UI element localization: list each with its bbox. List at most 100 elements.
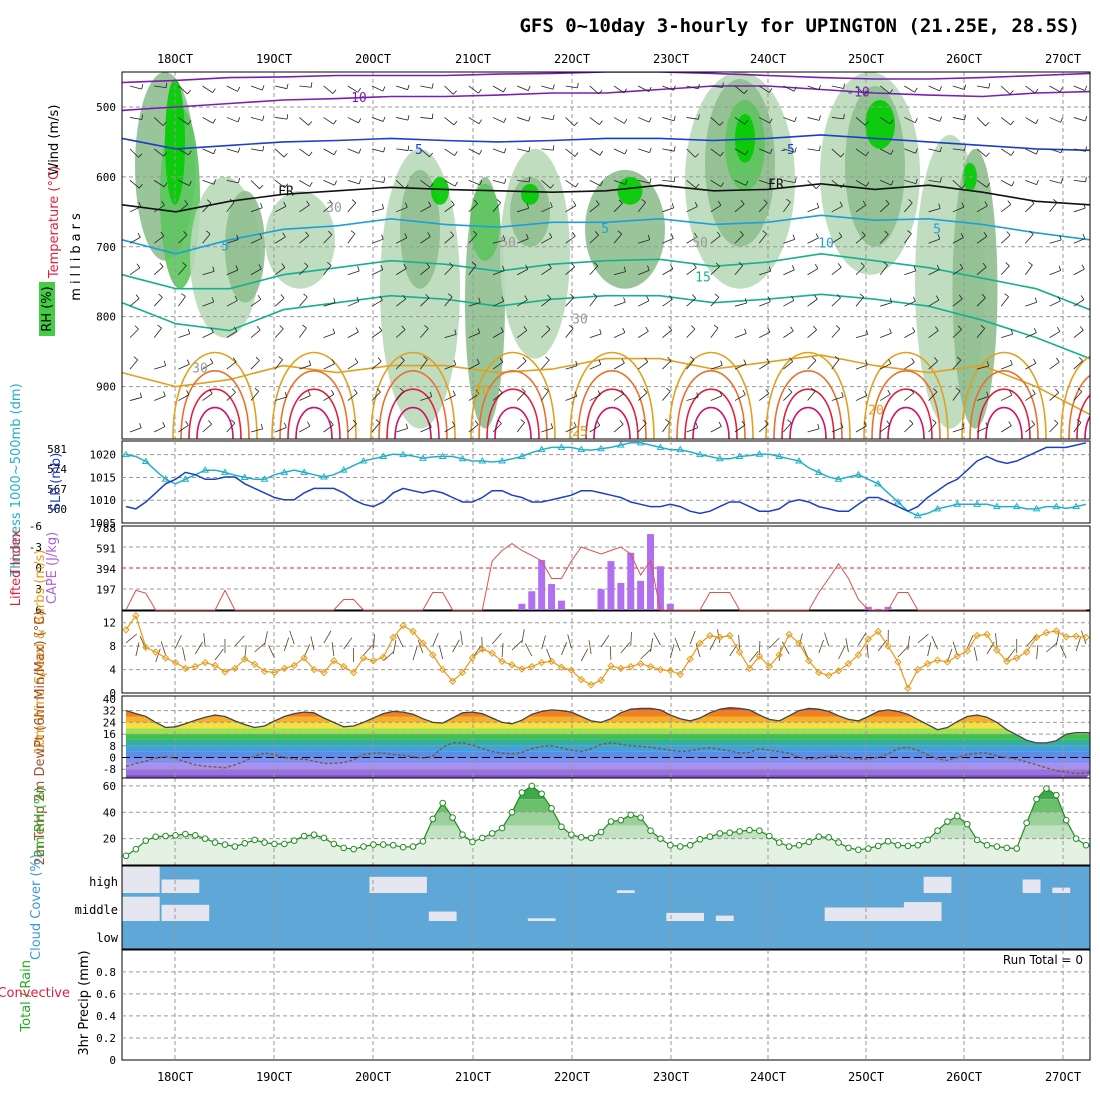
precip-tick: 0.2: [96, 1032, 116, 1045]
rh-point: [795, 841, 803, 849]
wind-barb: [759, 179, 771, 185]
wind-barb: [347, 233, 356, 244]
wind-barb: [976, 117, 986, 127]
rh-point: [746, 826, 753, 834]
temp-band: [126, 763, 1090, 770]
wind-barb-flag: [431, 113, 434, 119]
rh-point: [1033, 795, 1040, 803]
wind-barb: [178, 333, 190, 339]
wind-barb: [879, 234, 889, 244]
wind-barb: [1075, 637, 1081, 652]
wind-barb: [589, 333, 602, 339]
warm-dome: [977, 388, 1031, 439]
temp-dewpt-label: 2m Temp 2m DewPt (6hr Min/Max) (°C): [33, 611, 48, 866]
temp-band: [126, 769, 1090, 776]
wind-marker: [834, 667, 843, 675]
cloud-block: [122, 866, 160, 893]
wind-barb-flag: [399, 387, 404, 392]
wind-barb-flag: [697, 83, 700, 89]
wind-barb: [952, 148, 965, 151]
wind-barb-flag: [163, 182, 168, 188]
top-x-tick-label: 24OCT: [750, 52, 786, 66]
wind-barb: [299, 180, 310, 187]
rh-blob: [735, 113, 755, 163]
contour-label: -10: [846, 85, 869, 100]
wind-barb-flag: [256, 325, 261, 331]
wind-barb: [1073, 360, 1083, 370]
wind-barb: [637, 392, 648, 401]
rh-point: [211, 839, 219, 846]
wind-barb-flag: [720, 182, 724, 187]
wind-barb-flag: [307, 421, 311, 427]
wind-barb: [904, 300, 916, 307]
wind-barb-flag: [547, 294, 552, 299]
wind-barb: [831, 148, 841, 158]
wind-barb: [178, 394, 190, 401]
wind-barb-flag: [504, 178, 507, 184]
wind-barb: [274, 359, 283, 370]
top-x-tick-label: 27OCT: [1045, 52, 1081, 66]
wind-barb: [234, 635, 245, 647]
bottom-x-tick-label: 18OCT: [157, 1070, 193, 1084]
wind-barb: [347, 179, 360, 185]
wind-barb: [154, 85, 167, 89]
wind-barb-flag: [407, 84, 410, 90]
wind-barb: [444, 425, 456, 433]
wind-barb: [226, 85, 238, 92]
rh-point: [607, 818, 615, 825]
wind-barb-flag: [310, 82, 313, 88]
wind-barb: [491, 633, 502, 645]
wind-barb-flag: [744, 298, 747, 304]
wind-barb-flag: [284, 183, 289, 188]
wind-barb: [769, 637, 780, 649]
wind-barb-flag: [1083, 203, 1086, 209]
contour-label: 10: [818, 236, 834, 251]
rh-point: [182, 830, 189, 838]
wind-barb-flag: [770, 179, 773, 185]
rh-point: [300, 832, 308, 840]
wind-barb: [695, 643, 701, 658]
wind-barb-flag: [162, 421, 166, 427]
wind-barb: [952, 641, 958, 656]
wind-barb: [226, 179, 239, 184]
wind-barb-flag: [262, 145, 265, 152]
wind-barb: [420, 117, 433, 120]
wind-barb: [589, 394, 601, 401]
wind-barb: [460, 631, 463, 646]
wind-barb: [178, 265, 187, 275]
wind-barb-flag: [766, 358, 770, 363]
wind-barb: [759, 148, 771, 154]
wind-barb: [129, 397, 142, 401]
wind-barb-flag: [673, 85, 676, 91]
wind-barb: [444, 204, 455, 213]
wind-barb-flag: [624, 179, 628, 185]
isotherm: [122, 182, 1090, 213]
rh-point: [597, 828, 605, 836]
wind-marker: [448, 677, 457, 685]
wind-barb: [492, 392, 503, 401]
rh2m-label: 2m RH (%): [33, 787, 48, 858]
wind-barb-flag: [641, 198, 646, 203]
wind-barb-flag: [981, 293, 986, 298]
wind-barb: [226, 148, 239, 153]
wind-barb: [783, 300, 795, 307]
wind-barb: [662, 391, 671, 401]
chart-title: GFS 0~10day 3-hourly for UPINGTON (21.25…: [519, 15, 1080, 37]
wind-marker: [656, 665, 665, 674]
cloud-block: [1052, 887, 1071, 893]
rh-point: [281, 840, 288, 848]
wind-barb-flag: [649, 147, 652, 153]
wind-barb-flag: [912, 296, 916, 302]
wind-barb-flag: [451, 421, 456, 427]
wind-barb: [383, 651, 394, 662]
wind-barb-flag: [961, 202, 965, 208]
wind-barb-flag: [597, 390, 601, 396]
wind-barb: [858, 632, 867, 646]
wind-marker: [815, 668, 823, 677]
rh-point: [399, 843, 407, 851]
wind-marker: [597, 676, 605, 684]
bottom-x-tick-label: 27OCT: [1045, 1070, 1081, 1084]
wind-marker: [557, 663, 566, 671]
wind-barb: [432, 632, 439, 647]
wind-barb-flag: [472, 230, 478, 235]
